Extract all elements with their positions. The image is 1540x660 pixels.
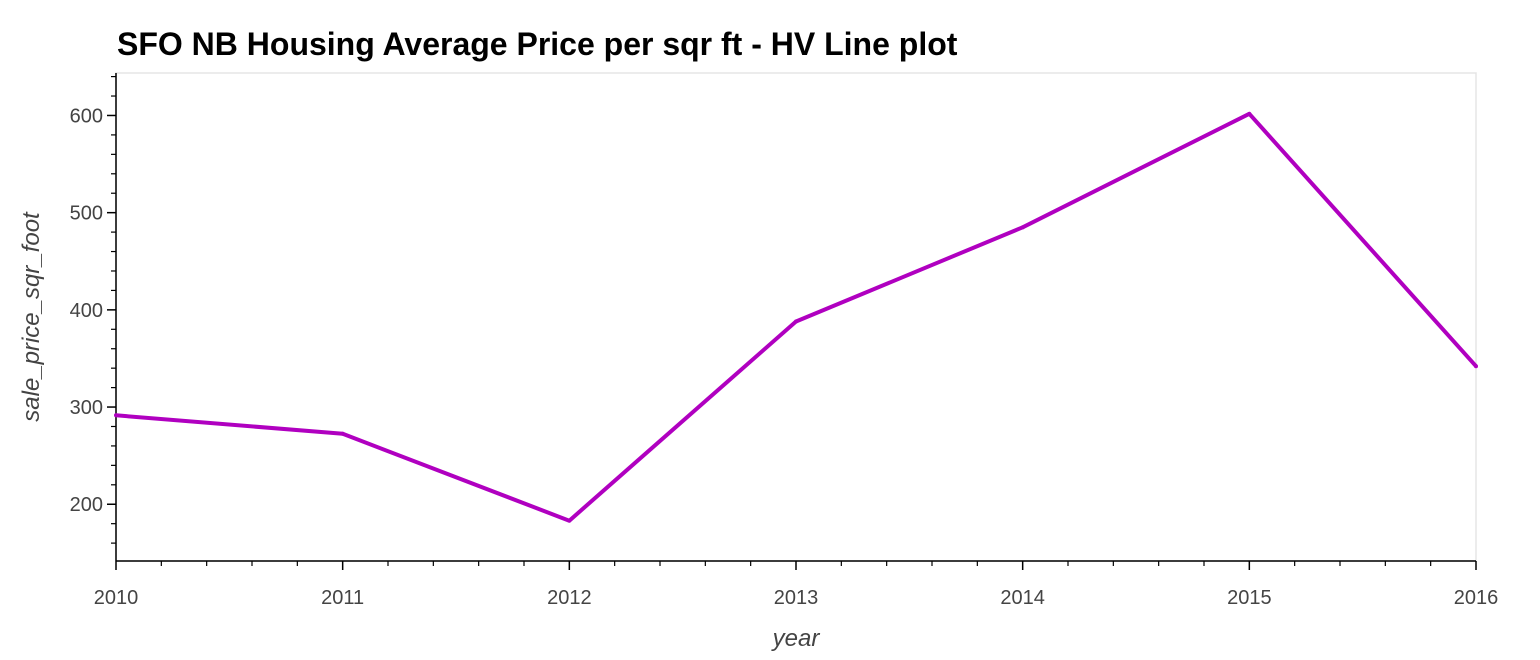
plot-frame xyxy=(115,72,1477,562)
data-point xyxy=(114,413,118,418)
x-tick-label: 2015 xyxy=(1227,587,1272,609)
x-tick-label: 2011 xyxy=(321,587,364,609)
x-tick-label: 2013 xyxy=(774,587,819,609)
x-axis-label: year xyxy=(771,625,821,652)
x-tick-label: 2014 xyxy=(1000,587,1045,609)
series-layer xyxy=(114,111,1478,523)
data-point xyxy=(1474,364,1478,369)
y-axis-label: sale_price_sqr_foot xyxy=(18,211,45,422)
ticks: 2010 2011 2012 2013 2014 2015 2016 200 300 400 500… xyxy=(70,75,1499,609)
y-tick-label: 500 xyxy=(70,203,103,225)
x-tick-label: 2010 xyxy=(94,587,139,609)
y-tick-label: 200 xyxy=(70,494,103,516)
y-tick-label: 300 xyxy=(70,397,103,419)
data-point xyxy=(567,518,572,523)
chart-title: SFO NB Housing Average Price per sqr ft … xyxy=(117,26,958,62)
x-tick-label: 2012 xyxy=(547,587,592,609)
axes xyxy=(115,73,1476,562)
y-tick-label: 600 xyxy=(70,105,103,127)
x-tick-label: 2016 xyxy=(1454,587,1499,609)
data-point xyxy=(794,319,798,324)
series-line xyxy=(115,111,1478,523)
data-point xyxy=(340,431,345,436)
data-point xyxy=(1020,225,1025,230)
y-tick-label: 400 xyxy=(70,300,103,322)
data-point xyxy=(1247,111,1252,116)
